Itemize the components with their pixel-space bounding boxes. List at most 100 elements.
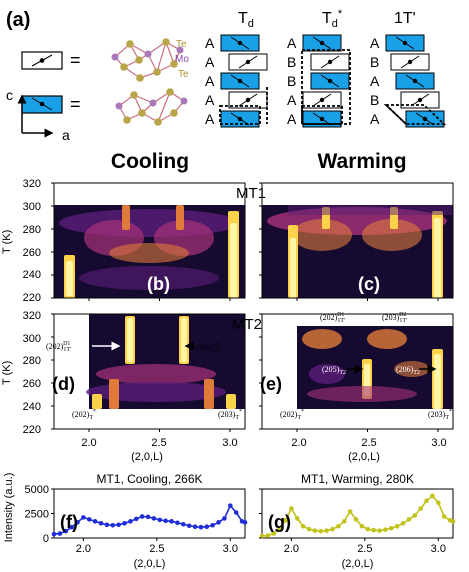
structure-top	[111, 38, 184, 82]
stack-letter: A	[205, 54, 215, 70]
heatmap-intensity	[230, 223, 237, 298]
heatmap-intensity	[79, 266, 219, 290]
panel-d-label: (d)	[52, 374, 75, 394]
yaxis-bottom: 320 300 280 260 240 220	[23, 310, 41, 436]
layer-dot	[417, 97, 423, 103]
stack-letter: A	[287, 111, 297, 127]
stack-title-1t: 1T'	[394, 10, 416, 27]
data-point	[216, 520, 221, 525]
ytick-label: 0	[43, 533, 49, 545]
heatmap-intensity	[122, 205, 130, 230]
chart-g: MT1, Warming, 280K 2.0 2.5 3.0 (2,0,L) (g)	[259, 472, 456, 570]
stack-letter: B	[287, 54, 296, 70]
heatmap-intensity	[181, 318, 187, 362]
heatmap-intensity	[86, 382, 226, 402]
xtick-label: 3.0	[431, 543, 446, 555]
data-point	[133, 516, 139, 522]
svg-text:300: 300	[23, 201, 41, 213]
svg-text:(202)T*: (202)T*	[280, 409, 304, 421]
atom-label-te-bottom: Te	[178, 69, 189, 80]
header-cooling: Cooling	[111, 150, 189, 173]
data-point	[289, 506, 294, 511]
svg-text:280: 280	[23, 224, 41, 236]
svg-text:(202)1T'D1: (202)1T'D1	[46, 341, 71, 353]
svg-text:300: 300	[23, 333, 41, 345]
data-point	[336, 523, 341, 529]
panel-a-label: (a)	[6, 9, 30, 31]
svg-text:(203)1T'D2: (203)1T'D2	[196, 342, 221, 354]
heatmap-intensity	[66, 261, 73, 296]
data-point	[306, 526, 312, 532]
panel-e-label: (e)	[260, 374, 282, 394]
svg-text:2.5: 2.5	[151, 437, 166, 449]
heatmap-intensity	[302, 329, 342, 349]
heatmap-intensity	[394, 361, 430, 377]
stack-letter: A	[287, 92, 297, 108]
svg-text:(2,0,L): (2,0,L)	[131, 451, 163, 463]
data-point	[86, 517, 92, 522]
data-point	[92, 519, 98, 524]
data-point	[371, 527, 376, 533]
data-point	[365, 526, 371, 532]
data-point	[110, 522, 116, 528]
heatmap-intensity	[92, 394, 102, 409]
layer-dot	[319, 97, 325, 103]
layer-dot	[327, 59, 333, 65]
heatmap-intensity	[367, 329, 407, 349]
data-point	[359, 523, 365, 529]
axis-a-label: a	[62, 127, 70, 143]
heatmap-intensity	[362, 219, 422, 251]
data-point	[210, 522, 215, 528]
structure-bottom	[115, 88, 188, 126]
plot-frame	[53, 488, 246, 539]
data-point	[277, 526, 282, 532]
svg-text:260: 260	[23, 247, 41, 259]
chart-title: MT1, Warming, 280K	[301, 472, 414, 486]
data-point	[104, 522, 110, 528]
data-point	[271, 531, 277, 536]
svg-text:(203)T*: (203)T*	[218, 409, 242, 421]
stack-letter: B	[370, 54, 379, 70]
data-point	[353, 517, 359, 522]
layer-dot	[407, 59, 413, 65]
data-point	[300, 523, 306, 529]
data-point	[98, 521, 104, 526]
xaxis-d: 2.0 2.5 3.0 (2,0,L)	[81, 437, 237, 463]
svg-text:(203)T*: (203)T*	[428, 409, 452, 421]
data-point	[222, 516, 227, 521]
data-point	[436, 500, 441, 506]
annotations-e: (202)1T'D1 (203)1T'D2 (205)T2 (206)T2 (2…	[280, 312, 452, 421]
heatmap-intensity	[96, 364, 216, 384]
svg-text:2.0: 2.0	[81, 437, 96, 449]
heatmap-intensity	[109, 243, 189, 263]
heatmap-intensity	[204, 379, 214, 409]
heatmap-frame	[53, 313, 246, 430]
svg-text:(203)1T'D2: (203)1T'D2	[382, 312, 407, 324]
data-point	[242, 520, 248, 525]
xaxis-label: (2,0,L)	[134, 558, 166, 570]
heatmap-intensity	[309, 364, 345, 384]
data-point	[324, 528, 329, 533]
layer-dot	[402, 40, 408, 46]
heatmap-intensity	[176, 205, 184, 230]
data-point	[394, 523, 400, 529]
layer-dot	[319, 40, 325, 46]
data-point	[69, 524, 74, 530]
svg-text:320: 320	[23, 178, 41, 190]
svg-text:220: 220	[23, 292, 41, 304]
heatmap-d	[51, 313, 246, 432]
unit-cell-dashed	[301, 49, 351, 125]
svg-text:(2,0,L): (2,0,L)	[348, 451, 380, 463]
svg-text:2.5: 2.5	[361, 437, 376, 449]
layer-dot	[245, 97, 251, 103]
heatmap-intensity	[434, 354, 441, 409]
chart-panel-label: (f)	[60, 512, 78, 532]
axis-arrows	[17, 94, 54, 138]
panel-c-label: (c)	[358, 274, 380, 294]
stack-letter: A	[370, 111, 380, 127]
series-line	[53, 504, 246, 535]
heatmap-b	[51, 182, 246, 301]
data-point	[312, 528, 318, 533]
